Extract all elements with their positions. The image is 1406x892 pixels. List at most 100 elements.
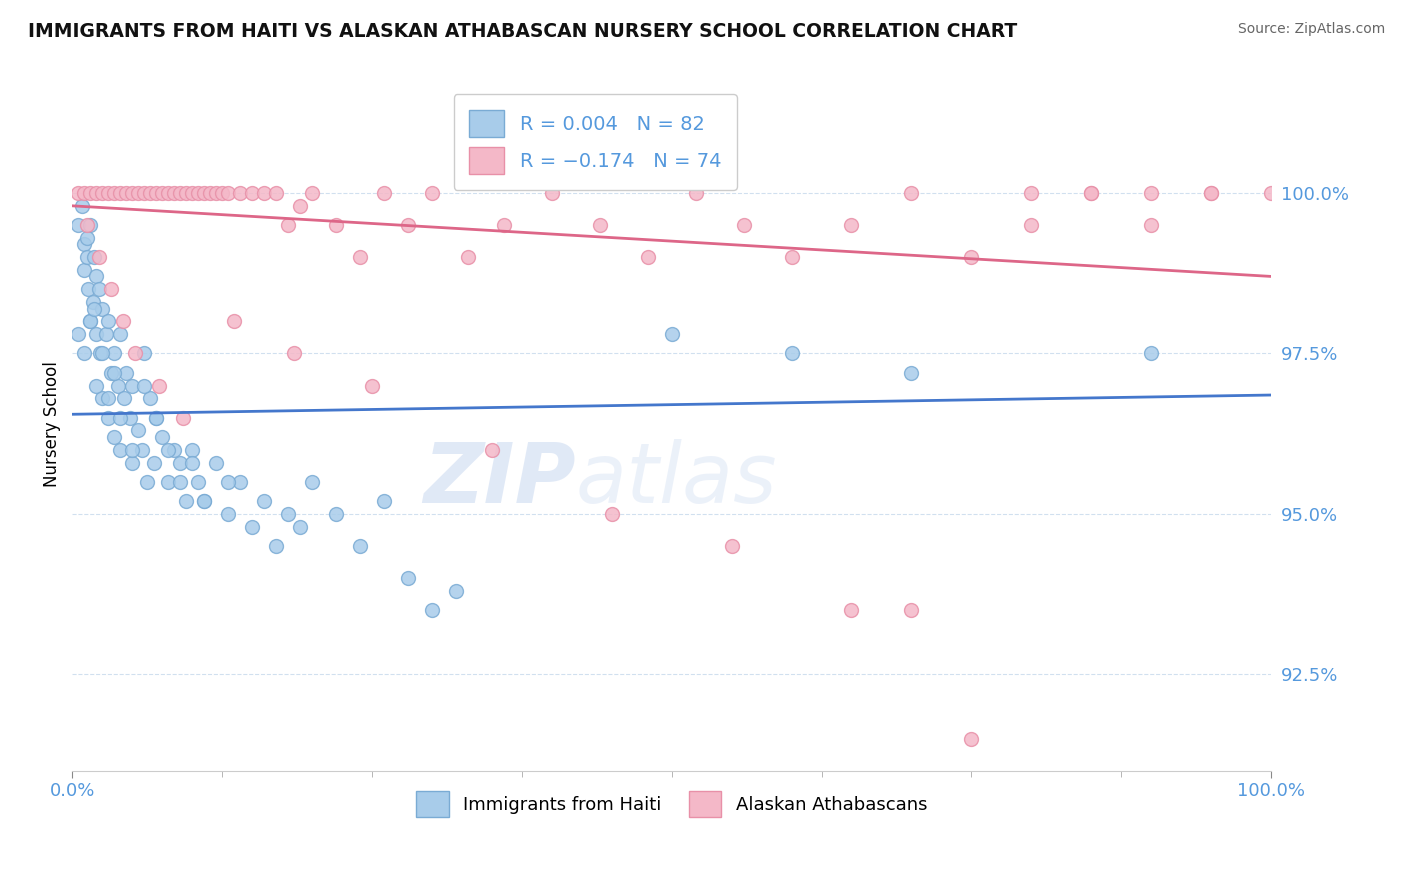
Text: ZIP: ZIP [423, 439, 575, 520]
Point [396, 571, 419, 585]
Point [217, 507, 239, 521]
Point [288, 199, 311, 213]
Point [229, 475, 252, 489]
Point [1260, 186, 1282, 200]
Point [127, 424, 149, 438]
Point [325, 218, 347, 232]
Point [79, 186, 101, 200]
Point [198, 186, 221, 200]
Point [1140, 346, 1163, 360]
Point [100, 282, 122, 296]
Point [145, 410, 167, 425]
Point [108, 410, 131, 425]
Point [87, 282, 110, 296]
Point [115, 186, 138, 200]
Point [181, 442, 204, 457]
Point [100, 366, 122, 380]
Point [420, 186, 443, 200]
Point [103, 430, 125, 444]
Point [841, 603, 863, 617]
Point [67, 218, 90, 232]
Point [67, 186, 90, 200]
Point [1140, 186, 1163, 200]
Point [121, 456, 143, 470]
Point [139, 186, 162, 200]
Y-axis label: Nursery School: Nursery School [44, 361, 60, 487]
Point [444, 584, 467, 599]
Point [157, 186, 180, 200]
Point [70, 199, 93, 213]
Point [157, 475, 180, 489]
Point [169, 456, 191, 470]
Text: Source: ZipAtlas.com: Source: ZipAtlas.com [1237, 22, 1385, 37]
Point [91, 392, 114, 406]
Point [420, 603, 443, 617]
Point [73, 263, 96, 277]
Point [301, 186, 323, 200]
Point [492, 218, 515, 232]
Point [900, 603, 922, 617]
Point [174, 186, 197, 200]
Point [277, 218, 299, 232]
Point [1080, 186, 1102, 200]
Point [349, 250, 371, 264]
Point [685, 186, 707, 200]
Point [134, 378, 156, 392]
Point [240, 186, 263, 200]
Point [205, 186, 228, 200]
Point [193, 494, 215, 508]
Point [229, 186, 252, 200]
Point [163, 442, 186, 457]
Point [91, 186, 114, 200]
Point [91, 301, 114, 316]
Point [600, 507, 623, 521]
Point [83, 250, 105, 264]
Point [76, 282, 98, 296]
Point [1140, 218, 1163, 232]
Point [457, 250, 479, 264]
Point [84, 327, 107, 342]
Point [325, 507, 347, 521]
Point [301, 475, 323, 489]
Point [150, 186, 173, 200]
Point [84, 378, 107, 392]
Point [73, 346, 96, 360]
Point [124, 346, 146, 360]
Point [73, 237, 96, 252]
Point [87, 250, 110, 264]
Text: IMMIGRANTS FROM HAITI VS ALASKAN ATHABASCAN NURSERY SCHOOL CORRELATION CHART: IMMIGRANTS FROM HAITI VS ALASKAN ATHABAS… [28, 22, 1018, 41]
Point [264, 186, 287, 200]
Point [108, 442, 131, 457]
Point [97, 392, 120, 406]
Point [145, 410, 167, 425]
Point [142, 456, 165, 470]
Point [108, 327, 131, 342]
Point [135, 475, 157, 489]
Point [240, 520, 263, 534]
Point [1199, 186, 1222, 200]
Point [253, 186, 276, 200]
Point [121, 186, 143, 200]
Point [205, 456, 228, 470]
Point [76, 231, 98, 245]
Point [283, 346, 305, 360]
Point [131, 442, 153, 457]
Point [150, 430, 173, 444]
Point [97, 314, 120, 328]
Point [780, 250, 803, 264]
Point [94, 327, 117, 342]
Point [163, 186, 186, 200]
Point [1021, 186, 1043, 200]
Point [733, 218, 755, 232]
Point [121, 378, 143, 392]
Point [103, 186, 125, 200]
Point [139, 392, 162, 406]
Point [720, 539, 742, 553]
Point [108, 186, 131, 200]
Point [264, 539, 287, 553]
Point [73, 186, 96, 200]
Point [780, 346, 803, 360]
Point [900, 366, 922, 380]
Point [253, 494, 276, 508]
Point [1080, 186, 1102, 200]
